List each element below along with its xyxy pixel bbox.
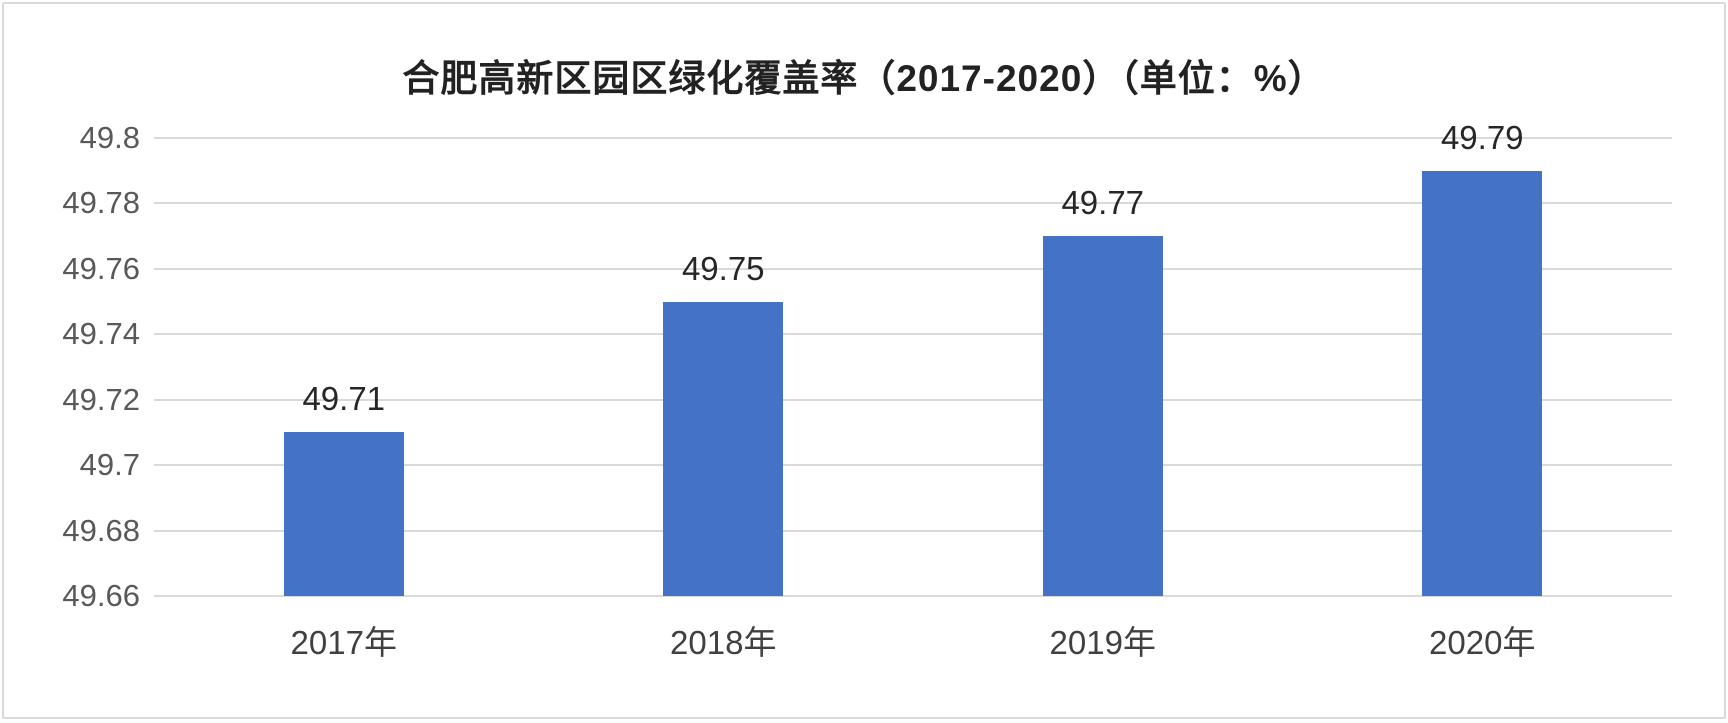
bar-value-label-2017: 49.71 [302,380,386,418]
plot-area: 49.71 49.75 49.77 49.79 [154,119,1672,597]
bar-value-label-2019: 49.77 [1061,184,1145,222]
gridline [154,137,1672,139]
y-axis-tick-label: 49.78 [62,185,140,221]
x-axis: 2017年 2018年 2019年 2020年 [154,616,1672,664]
x-axis-tick-label-2020: 2020年 [1429,624,1536,661]
gridline [154,464,1672,467]
y-axis-tick-label: 49.74 [62,316,140,352]
bar-chart: 49.8 49.78 49.76 49.74 49.72 49.7 49.68 49.66 4… [4,119,1724,664]
bar-2017 [283,432,404,596]
gridline [154,595,1672,597]
bar-2019 [1042,236,1163,596]
gridline [154,529,1672,532]
chart-title: 合肥高新区园区绿化覆盖率（2017-2020）（单位：%） [402,58,1326,99]
y-axis-tick-label: 49.7 [79,447,140,483]
gridline [154,202,1672,205]
plot-column: 49.71 49.75 49.77 49.79 2017年 2018年 2019年 2020… [154,119,1672,664]
gridline [154,333,1672,336]
x-axis-tick-label-2019: 2019年 [1049,624,1156,661]
y-axis-tick-label: 49.72 [62,381,140,417]
y-axis: 49.8 49.78 49.76 49.74 49.72 49.7 49.68 49.66 [4,120,154,613]
y-axis-tick-label: 49.66 [62,578,140,613]
bar-2018 [663,301,784,596]
x-axis-tick-label-2017: 2017年 [290,624,397,661]
bar-2020 [1422,170,1543,596]
y-axis-tick-label: 49.68 [62,512,140,548]
y-axis-tick-label: 49.76 [62,250,140,286]
gridline [154,398,1672,401]
bar-value-label-2020: 49.79 [1440,118,1524,156]
y-axis-tick-label: 49.8 [79,120,140,155]
gridline [154,267,1672,270]
x-axis-tick-label-2018: 2018年 [670,624,777,661]
bar-value-label-2018: 49.75 [681,249,765,287]
